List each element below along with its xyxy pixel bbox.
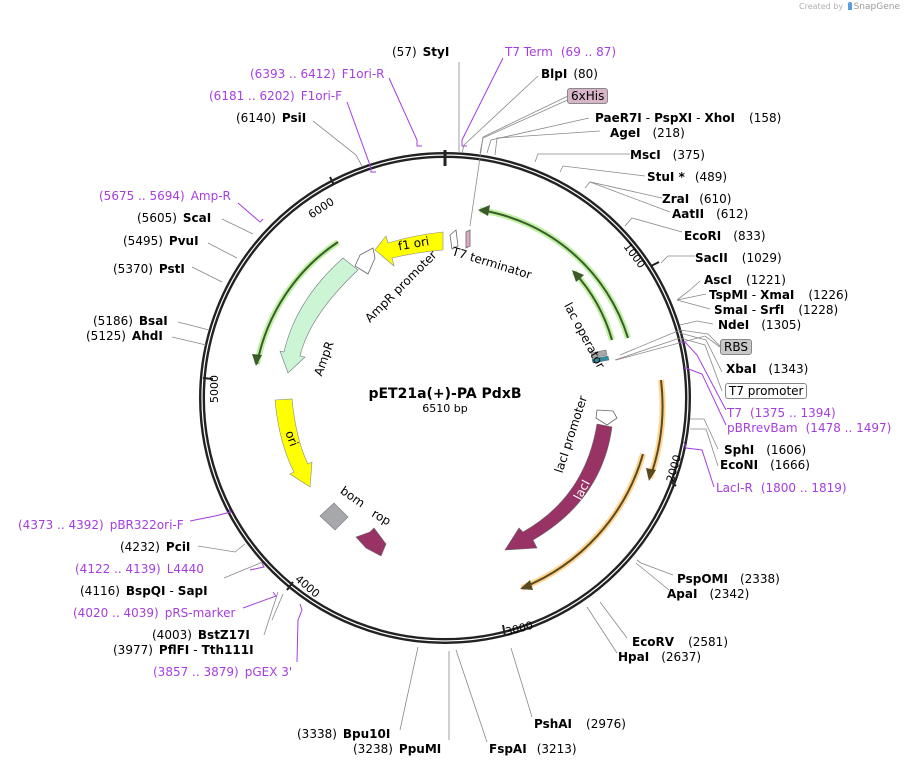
enzyme-label-econi[interactable]: EcoNI (1666) [720,458,810,472]
snapgene-logo-icon [847,2,852,10]
feature-bom: bom [319,484,368,531]
enzyme-label-ecori[interactable]: EcoRI (833) [684,229,766,243]
primer-label-pgex-3[interactable]: (3857 .. 3879) pGEX 3' [153,665,293,679]
primer-label-t7-term[interactable]: T7 Term (69 .. 87) [505,45,617,59]
plasmid-length: 6510 bp [422,402,468,415]
feature-ampr: AmpR [279,257,359,378]
enzyme-label-bpu10i[interactable]: (3338) Bpu10I [297,727,391,741]
svg-text:ori: ori [282,429,300,448]
enzyme-label-blpi[interactable]: BlpI (80) [541,67,598,81]
enzyme-label-ecorv[interactable]: EcoRV (2581) [632,635,728,649]
enzyme-label-ppumi[interactable]: (3238) PpuMI [353,742,442,756]
enzyme-label-ndei[interactable]: NdeI (1305) [718,318,802,332]
primer-label-amp-r[interactable]: (5675 .. 5694) Amp-R [99,189,231,203]
enzyme-label-stui[interactable]: StuI * (489) [647,170,728,184]
svg-text:rop: rop [369,506,393,528]
enzyme-label-pvui[interactable]: (5495) PvuI [123,234,199,248]
feature-ampr-promoter: AmpR promoter [354,247,440,325]
tick-label-3000: 3000 [504,619,534,639]
svg-text:lacI promoter: lacI promoter [552,394,590,475]
primer-label-f1ori-f[interactable]: (6181 .. 6202) F1ori-F [209,89,343,103]
primer-label-f1ori-r[interactable]: (6393 .. 6412) F1ori-R [250,67,385,81]
svg-text:f1 ori: f1 ori [397,234,430,253]
plasmid-name: pET21a(+)-PA PdxB [368,386,522,402]
feature-f1-ori: f1 ori [374,231,444,267]
enzyme-label-psti[interactable]: (5370) PstI [113,262,185,276]
scale-ticks [202,176,677,637]
enzyme-label-pcii[interactable]: (4232) PciI [120,540,191,554]
enzyme-label-bstz17i[interactable]: (4003) BstZ17I [152,628,250,642]
orf-green-2 [571,269,615,341]
enzyme-label-msci[interactable]: MscI (375) [630,148,705,162]
enzyme-label-smai[interactable]: SmaI - SrfI (1228) [714,303,839,317]
feature-box-6xhis[interactable]: 6xHis [567,88,609,104]
feature-box-t7-promoter[interactable]: T7 promoter [725,383,808,399]
enzyme-label-sphi[interactable]: SphI (1606) [724,443,807,457]
feature-rop: rop [355,506,393,557]
feature-leader-lines [469,95,721,361]
enzyme-label-fspai[interactable]: FspAI (3213) [489,742,577,756]
orf-orange-2 [520,453,646,591]
enzyme-label-pspomi[interactable]: PspOMI (2338) [677,572,780,586]
orf-orange-1 [646,379,666,481]
primer-label-prs-marker[interactable]: (4020 .. 4039) pRS-marker [73,606,236,620]
svg-text:bom: bom [338,484,368,511]
enzyme-label-tspmi[interactable]: TspMI - XmaI (1226) [709,288,849,302]
enzyme-label-xbai[interactable]: XbaI (1343) [726,362,809,376]
feature-box-rbs[interactable]: RBS [720,339,752,355]
enzyme-label-psii[interactable]: (6140) PsiI [236,111,307,125]
tick-label-2000: 2000 [664,453,684,483]
primer-label-t7[interactable]: T7 (1375 .. 1394) [727,406,836,420]
feature-t7-terminator: T7 terminator [449,229,533,282]
primer-label-l4440[interactable]: (4122 .. 4139) L4440 [75,562,204,576]
enzyme-label-apai[interactable]: ApaI (2342) [667,587,750,601]
enzyme-label-aatii[interactable]: AatII (612) [672,207,749,221]
orf-green-1 [478,205,631,339]
enzyme-label-hpai[interactable]: HpaI (2637) [618,650,702,664]
credit-brand: SnapGene [853,2,900,12]
svg-text:T7 terminator: T7 terminator [449,244,533,282]
enzyme-label-sacii[interactable]: SacII (1029) [695,251,782,265]
orf-green-3 [252,239,340,366]
enzyme-label-ahdi[interactable]: (5125) AhdI [86,329,163,343]
enzyme-label-pshai[interactable]: PshAI (2976) [534,717,626,731]
primer-label-pbr322ori-f[interactable]: (4373 .. 4392) pBR322ori-F [18,518,184,532]
enzyme-leader-lines [171,62,723,743]
primer-leader-lines [189,57,727,663]
enzyme-label-scai[interactable]: (5605) ScaI [137,211,212,225]
enzyme-label-asci[interactable]: AscI (1221) [704,273,786,287]
created-by-credit: Created by SnapGene [799,2,900,12]
credit-prefix: Created by [799,2,844,11]
primer-label-laci-r[interactable]: LacI-R (1800 .. 1819) [716,481,847,495]
enzyme-label-paer7i[interactable]: PaeR7I - PspXI - XhoI (158) [595,111,782,125]
enzyme-label-bsai[interactable]: (5186) BsaI [93,314,168,328]
enzyme-label-pflfi[interactable]: (3977) PflFI - Tth111I [113,643,254,657]
plasmid-title: pET21a(+)-PA PdxB 6510 bp [345,386,545,415]
enzyme-label-bspqi[interactable]: (4116) BspQI - SapI [80,584,208,598]
primer-label-pbrrevbam[interactable]: pBRrevBam (1478 .. 1497) [727,421,892,435]
enzyme-label-zrai[interactable]: ZraI (610) [662,192,732,206]
enzyme-label-agei[interactable]: AgeI (218) [610,126,685,140]
feature-ori: ori [274,398,313,488]
svg-text:AmpR: AmpR [311,339,336,377]
feature-laci: lacI [504,423,613,551]
tick-label-5000: 5000 [208,375,221,403]
enzyme-label-styi[interactable]: (57) StyI [392,45,450,59]
